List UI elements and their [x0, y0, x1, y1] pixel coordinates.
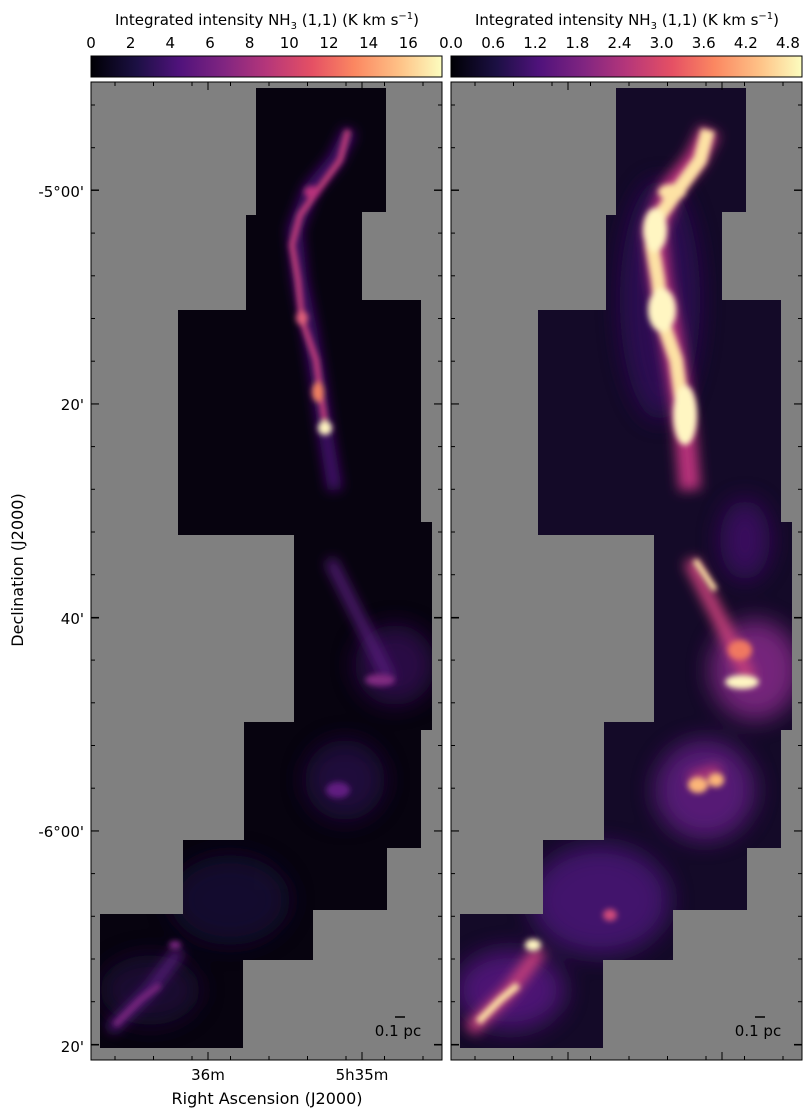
colorbar-tick-label: 1.8	[565, 34, 589, 52]
colorbar-tick-label: 14	[359, 34, 378, 52]
ytick-label: -5°00'	[38, 183, 84, 201]
colorbar-tick-label: 0.0	[439, 34, 463, 52]
left-colorbar: Integrated intensity NH3 (1,1) (K km s−1…	[86, 11, 443, 78]
colorbar-tick-label: 16	[399, 34, 418, 52]
colorbar-tick-label: 0.6	[481, 34, 505, 52]
left-map-minor-ticks	[91, 82, 442, 1060]
left-colorbar-gradient	[90, 55, 443, 78]
left-panel: Integrated intensity NH3 (1,1) (K km s−1…	[8, 11, 443, 1108]
colorbar-tick-label: 3.0	[650, 34, 674, 52]
colorbar-tick-label: 4.2	[734, 34, 758, 52]
left-colorbar-title: Integrated intensity NH3 (1,1) (K km s−1…	[115, 11, 419, 32]
ytick-label: 40'	[61, 610, 84, 628]
colorbar-tick-label: 3.6	[692, 34, 716, 52]
right-map-frame	[450, 81, 803, 1061]
colorbar-tick-label: 4.8	[776, 34, 800, 52]
colorbar-tick-label: 10	[280, 34, 299, 52]
ytick-label: 20'	[61, 1038, 84, 1056]
ytick-label: -6°00'	[38, 823, 84, 841]
right-colorbar-title: Integrated intensity NH3 (1,1) (K km s−1…	[475, 11, 779, 32]
colorbar-tick-label: 0	[86, 34, 96, 52]
xtick-label: 36m	[191, 1066, 225, 1084]
ytick-label: 20'	[61, 396, 84, 414]
colorbar-tick-label: 12	[319, 34, 338, 52]
colorbar-tick-label: 8	[245, 34, 255, 52]
right-panel: Integrated intensity NH3 (1,1) (K km s−1…	[439, 11, 803, 1061]
xtick-label: 5h35m	[336, 1066, 389, 1084]
right-colorbar-gradient	[450, 55, 803, 78]
y-axis-label: Declination (J2000)	[8, 493, 27, 646]
right-map-minor-ticks	[451, 82, 802, 1060]
left-map-frame	[90, 81, 443, 1061]
colorbar-tick-label: 2	[126, 34, 136, 52]
colorbar-tick-label: 1.2	[523, 34, 547, 52]
left-scalebar-label: 0.1 pc	[375, 1022, 421, 1040]
right-scalebar-label: 0.1 pc	[735, 1022, 781, 1040]
colorbar-tick-label: 4	[166, 34, 176, 52]
right-colorbar: Integrated intensity NH3 (1,1) (K km s−1…	[439, 11, 803, 78]
colorbar-tick-label: 2.4	[608, 34, 632, 52]
colorbar-tick-label: 6	[205, 34, 215, 52]
x-axis-label: Right Ascension (J2000)	[172, 1089, 363, 1108]
